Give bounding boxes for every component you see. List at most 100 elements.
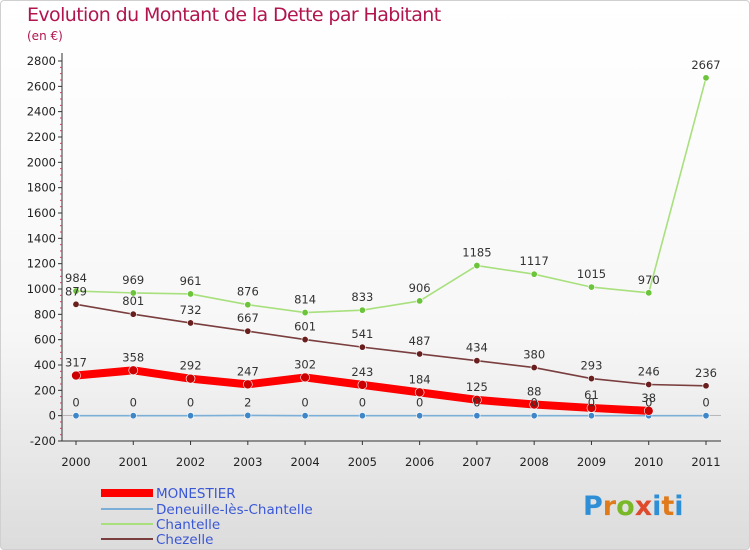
series-point-3 [72, 300, 80, 308]
series-point-0 [185, 373, 196, 384]
data-label-3: 879 [65, 284, 87, 298]
y-tick-label: 800 [34, 307, 56, 321]
data-label-2: 833 [351, 290, 373, 304]
data-label-3: 246 [638, 365, 660, 379]
y-tick-label: 400 [34, 358, 56, 372]
series-point-3 [645, 381, 653, 389]
series-point-3 [244, 327, 252, 335]
x-tick-label: 2002 [176, 455, 205, 469]
series-point-0 [472, 395, 482, 405]
data-label-2: 1185 [462, 246, 491, 260]
series-point-1 [129, 412, 137, 420]
series-point-1 [530, 412, 538, 420]
chart-unit: (en €) [27, 29, 63, 43]
data-label-2: 984 [65, 271, 87, 285]
data-label-0: 184 [409, 372, 431, 386]
legend-label: MONESTIER [156, 486, 236, 502]
series-point-0 [243, 379, 253, 390]
data-label-3: 801 [122, 294, 144, 308]
logo-letter: i [674, 491, 684, 522]
data-label-3: 293 [580, 359, 602, 373]
series-line-2 [75, 77, 707, 314]
series-point-0 [71, 370, 81, 381]
data-label-3: 380 [523, 348, 545, 362]
series-point-2 [587, 283, 595, 291]
chart-title: Evolution du Montant de la Dette par Hab… [27, 4, 441, 26]
y-tick-label: 2000 [27, 155, 56, 169]
data-label-2: 876 [237, 285, 259, 299]
data-label-0: 317 [65, 356, 87, 370]
data-label-1: 0 [130, 396, 137, 410]
series-point-0 [128, 365, 139, 376]
x-tick-label: 2003 [233, 455, 262, 469]
series-point-1 [72, 412, 80, 420]
y-tick-label: 600 [34, 333, 56, 347]
x-tick-label: 2000 [61, 455, 90, 469]
data-label-3: 601 [294, 320, 316, 334]
data-label-0: 61 [584, 388, 599, 402]
data-label-2: 961 [180, 274, 202, 288]
y-tick-label: 1400 [27, 231, 56, 245]
data-label-3: 667 [237, 311, 259, 325]
y-tick-label: 2600 [27, 79, 56, 93]
proxiti-logo: Proxiti [583, 491, 684, 522]
data-label-1: 0 [359, 396, 366, 410]
series-point-1 [301, 412, 309, 420]
data-label-1: 0 [588, 396, 595, 410]
logo-letter: o [616, 491, 635, 522]
y-tick-label: 200 [34, 383, 56, 397]
series-point-3 [358, 343, 366, 351]
legend-label: Deneuille-lès-Chantelle [156, 502, 313, 518]
x-tick-label: 2009 [577, 455, 606, 469]
x-tick-label: 2011 [691, 455, 720, 469]
data-label-1: 0 [702, 396, 709, 410]
data-label-0: 125 [466, 380, 488, 394]
logo-letter: x [634, 491, 653, 522]
series-point-0 [414, 387, 425, 398]
y-tick-label: 2400 [27, 105, 56, 119]
data-label-3: 434 [466, 341, 488, 355]
series-point-3 [587, 375, 595, 383]
series-point-3 [129, 310, 137, 318]
y-tick-label: 1000 [27, 282, 56, 296]
series-point-0 [586, 403, 597, 413]
data-label-0: 88 [527, 385, 542, 399]
series-point-3 [702, 382, 710, 390]
data-label-2: 906 [409, 281, 431, 295]
legend-label: Chantelle [156, 517, 220, 533]
series-line-3 [75, 303, 707, 387]
series-point-3 [473, 357, 481, 365]
series-point-3 [301, 336, 309, 344]
series-point-2 [416, 297, 424, 305]
data-label-3: 732 [180, 303, 202, 317]
series-point-1 [702, 412, 710, 420]
series-point-3 [187, 319, 195, 327]
series-point-2 [301, 309, 309, 317]
data-label-1: 0 [531, 396, 538, 410]
x-tick-label: 2005 [348, 455, 377, 469]
series-point-2 [72, 287, 80, 295]
series-point-2 [129, 289, 137, 297]
series-point-2 [702, 74, 710, 82]
data-label-2: 1015 [577, 267, 606, 281]
data-label-2: 1117 [520, 254, 549, 268]
series-point-1 [244, 411, 252, 419]
data-label-1: 0 [187, 396, 194, 410]
y-tick-label: 2200 [27, 130, 56, 144]
x-tick-label: 2010 [634, 455, 663, 469]
y-tick-label: -200 [30, 434, 56, 448]
logo-letter: r [602, 491, 617, 522]
data-label-1: 0 [72, 396, 79, 410]
legend-label: Chezelle [156, 532, 214, 548]
x-tick-label: 2001 [119, 455, 148, 469]
series-point-0 [357, 380, 368, 390]
x-tick-label: 2004 [290, 455, 319, 469]
series-point-2 [244, 301, 252, 309]
y-tick-label: 1800 [27, 181, 56, 195]
series-point-2 [358, 306, 366, 314]
x-tick-label: 2006 [405, 455, 434, 469]
data-label-2: 2667 [691, 58, 720, 72]
series-point-3 [416, 350, 424, 358]
x-tick-label: 2007 [462, 455, 491, 469]
